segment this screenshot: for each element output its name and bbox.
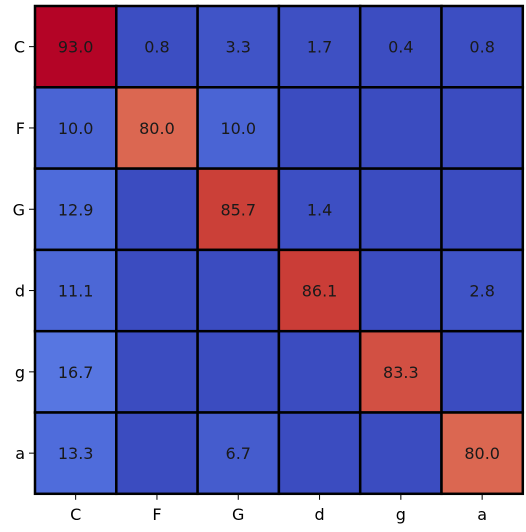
heatmap-cell-G-F [115,167,199,252]
x-tick-label: F [152,505,161,524]
heatmap-cell-F-a [440,86,525,170]
heatmap-cell-a-a [440,411,525,496]
heatmap-cell-a-F [115,411,199,496]
cell-value-label: 83.3 [383,363,419,382]
heatmap-cell-a-d [277,411,362,496]
heatmap-cell-C-F [115,4,199,89]
heatmap-cell-d-d [277,248,362,333]
y-tick-label: g [15,363,25,382]
cell-value-label: 1.4 [307,200,332,219]
heatmap-cell-G-a [440,167,525,252]
cell-value-label: 93.0 [58,38,94,57]
x-tick-label: C [70,505,81,524]
heatmap-cell-F-d [277,86,362,170]
heatmap-cell-F-g [358,86,443,170]
cell-value-label: 10.0 [220,119,256,138]
heatmap-cell-g-F [115,329,199,414]
y-tick-label: F [16,119,25,138]
x-tick-label: G [232,505,244,524]
heatmap-cell-F-F [115,86,199,170]
cell-value-label: 3.3 [226,38,251,57]
x-tick-label: d [314,505,324,524]
heatmap-cell-g-g [358,329,443,414]
cell-value-label: 16.7 [58,363,94,382]
heatmap-cell-g-a [440,329,525,414]
cell-value-label: 11.1 [58,282,94,301]
y-tick-label: G [13,200,25,219]
y-tick-label: a [15,444,25,463]
cell-value-label: 10.0 [58,119,94,138]
x-tick-label: a [477,505,487,524]
cell-value-label: 80.0 [464,444,500,463]
heatmap-cell-g-d [277,329,362,414]
cell-value-label: 85.7 [220,200,256,219]
heatmap-cell-a-G [196,411,281,496]
heatmap-cell-d-g [358,248,443,333]
cell-value-label: 0.4 [388,38,413,57]
cell-value-label: 86.1 [302,282,338,301]
heatmap-cell-d-G [196,248,281,333]
cell-value-label: 0.8 [144,38,169,57]
cell-value-label: 13.3 [58,444,94,463]
heatmap-cells [33,4,525,496]
heatmap-cell-G-g [358,167,443,252]
heatmap-cell-G-d [277,167,362,252]
y-tick-label: C [14,38,25,57]
heatmap-cell-C-a [440,4,525,89]
cell-value-label: 12.9 [58,200,94,219]
cell-value-label: 80.0 [139,119,175,138]
cell-value-label: 1.7 [307,38,332,57]
heatmap-cell-g-G [196,329,281,414]
plot-frame [34,5,524,495]
heatmap-cell-labels: 93.0 0.8 3.3 1.7 0.4 0.8 10.0 80.0 10.0 12.9 85.7 1… [58,38,500,463]
x-tick-label: g [396,505,406,524]
cell-value-label: 2.8 [469,282,494,301]
y-tick-label: d [15,282,25,301]
heatmap-cell-a-g [358,411,443,496]
cell-value-label: 0.8 [469,38,494,57]
cell-value-label: 6.7 [226,444,251,463]
y-axis: C F Gd g a [13,38,35,463]
heatmap-cell-d-F [115,248,199,333]
